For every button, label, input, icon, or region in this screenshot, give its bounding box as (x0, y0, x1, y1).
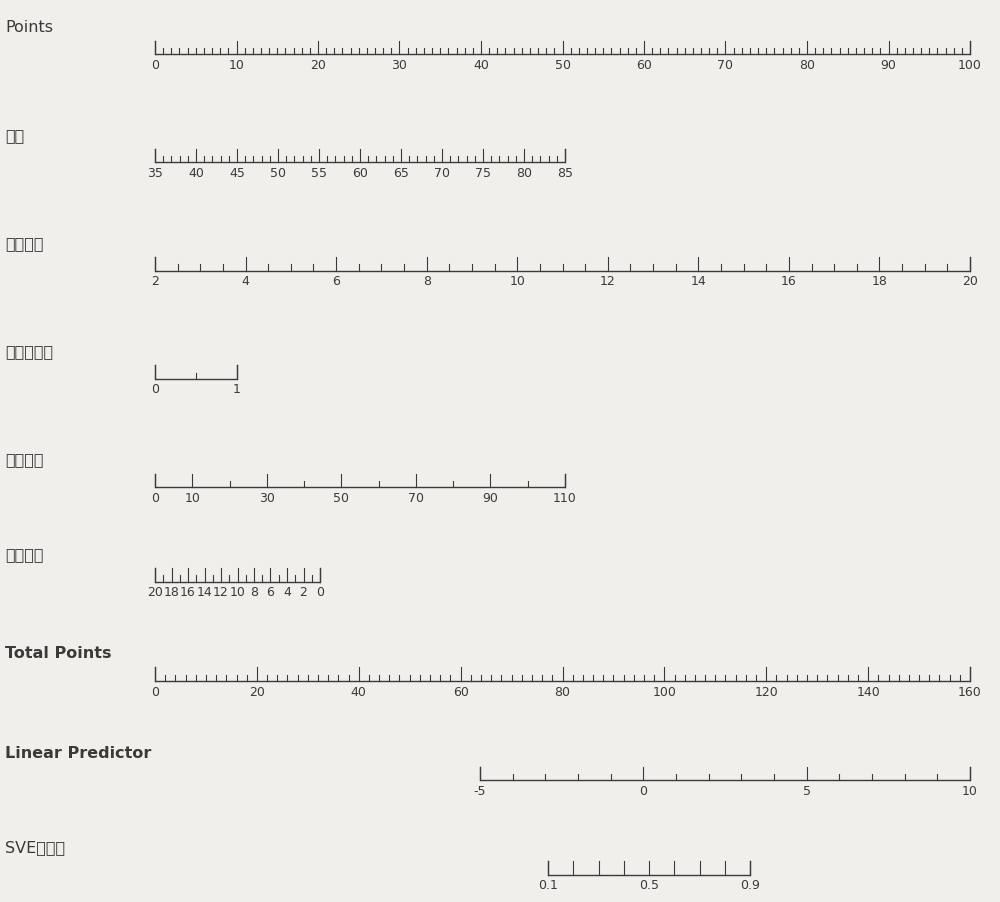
Text: 代谢综合征: 代谢综合征 (5, 345, 53, 359)
Text: 0.1: 0.1 (538, 879, 558, 892)
Text: 14: 14 (197, 586, 212, 599)
Text: 20: 20 (962, 275, 978, 288)
Text: 0: 0 (639, 785, 647, 797)
Text: 80: 80 (516, 167, 532, 179)
Text: 10: 10 (230, 586, 245, 599)
Text: Points: Points (5, 20, 53, 34)
Text: 40: 40 (351, 686, 367, 698)
Text: 6: 6 (332, 275, 340, 288)
Text: 50: 50 (554, 59, 570, 71)
Text: 120: 120 (754, 686, 778, 698)
Text: 40: 40 (188, 167, 204, 179)
Text: 30: 30 (259, 492, 275, 504)
Text: 0: 0 (151, 686, 159, 698)
Text: 6: 6 (267, 586, 274, 599)
Text: 110: 110 (553, 492, 577, 504)
Text: 16: 16 (781, 275, 797, 288)
Text: 0.9: 0.9 (740, 879, 760, 892)
Text: 160: 160 (958, 686, 982, 698)
Text: 5: 5 (803, 785, 811, 797)
Text: SVE的风险: SVE的风险 (5, 841, 65, 855)
Text: 18: 18 (872, 275, 887, 288)
Text: 8: 8 (250, 586, 258, 599)
Text: 60: 60 (453, 686, 469, 698)
Text: 20: 20 (310, 59, 326, 71)
Text: 10: 10 (184, 492, 200, 504)
Text: 75: 75 (475, 167, 491, 179)
Text: 80: 80 (554, 686, 570, 698)
Text: 1: 1 (233, 383, 241, 396)
Text: 30: 30 (392, 59, 407, 71)
Text: 楞死面积: 楞死面积 (5, 548, 44, 562)
Text: 100: 100 (652, 686, 676, 698)
Text: 70: 70 (717, 59, 733, 71)
Text: 90: 90 (483, 492, 498, 504)
Text: 空腹血糖: 空腹血糖 (5, 236, 44, 251)
Text: 70: 70 (434, 167, 450, 179)
Text: 55: 55 (311, 167, 327, 179)
Text: 50: 50 (333, 492, 349, 504)
Text: 100: 100 (958, 59, 982, 71)
Text: 16: 16 (180, 586, 196, 599)
Text: 年龄: 年龄 (5, 128, 24, 143)
Text: 80: 80 (799, 59, 815, 71)
Text: Total Points: Total Points (5, 647, 112, 661)
Text: 10: 10 (509, 275, 525, 288)
Text: 12: 12 (600, 275, 616, 288)
Text: 0: 0 (151, 492, 159, 504)
Text: 65: 65 (393, 167, 409, 179)
Text: 35: 35 (147, 167, 163, 179)
Text: 20: 20 (249, 686, 265, 698)
Text: 10: 10 (229, 59, 244, 71)
Text: 4: 4 (283, 586, 291, 599)
Text: 2: 2 (151, 275, 159, 288)
Text: 4: 4 (242, 275, 249, 288)
Text: 140: 140 (856, 686, 880, 698)
Text: 60: 60 (636, 59, 652, 71)
Text: 45: 45 (229, 167, 245, 179)
Text: 20: 20 (147, 586, 163, 599)
Text: 8: 8 (423, 275, 431, 288)
Text: 10: 10 (962, 785, 978, 797)
Text: 0: 0 (316, 586, 324, 599)
Text: -5: -5 (474, 785, 486, 797)
Text: 90: 90 (881, 59, 896, 71)
Text: 病变数量: 病变数量 (5, 453, 44, 467)
Text: 0: 0 (151, 383, 159, 396)
Text: 0: 0 (151, 59, 159, 71)
Text: 2: 2 (300, 586, 307, 599)
Text: 12: 12 (213, 586, 229, 599)
Text: 0.5: 0.5 (639, 879, 659, 892)
Text: 60: 60 (352, 167, 368, 179)
Text: 40: 40 (473, 59, 489, 71)
Text: 50: 50 (270, 167, 286, 179)
Text: Linear Predictor: Linear Predictor (5, 746, 151, 760)
Text: 14: 14 (690, 275, 706, 288)
Text: 70: 70 (408, 492, 424, 504)
Text: 85: 85 (557, 167, 573, 179)
Text: 18: 18 (164, 586, 179, 599)
